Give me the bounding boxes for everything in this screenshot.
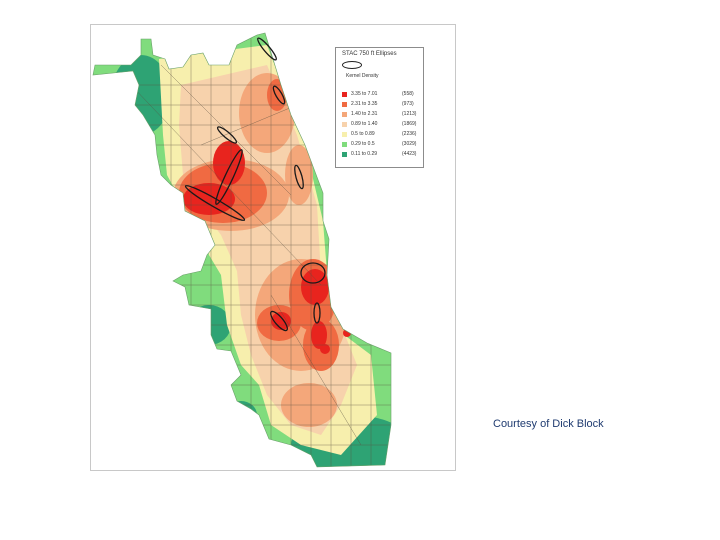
legend-row: 1.40 to 2.31 (1213): [342, 111, 422, 118]
legend-range-label: 3.35 to 7.01: [351, 91, 378, 97]
map-frame: STAC 750 ft Ellipses Kernel Density 3.35…: [90, 24, 456, 471]
ellipse-legend-swatch: [342, 61, 362, 69]
city-boundary: [92, 32, 392, 468]
legend-swatch: [342, 92, 347, 97]
legend-row: 0.5 to 0.89 (2236): [342, 131, 422, 138]
legend-count-label: (558): [402, 91, 414, 97]
density-red-south-2: [311, 321, 327, 349]
map-legend: STAC 750 ft Ellipses Kernel Density 3.35…: [335, 47, 424, 168]
stac-ellipses: [184, 37, 326, 332]
legend-swatch: [342, 132, 347, 137]
legend-range-label: 0.11 to 0.29: [351, 151, 378, 157]
legend-row: 0.11 to 0.29 (4423): [342, 151, 422, 158]
stac-ellipse-1: [257, 37, 277, 61]
density-red-south-3: [320, 344, 330, 354]
legend-swatch: [342, 152, 347, 157]
legend-count-label: (1213): [402, 111, 417, 117]
legend-swatch: [342, 122, 347, 127]
density-salmon-lakefront: [285, 145, 313, 205]
stac-ellipse-2: [272, 85, 286, 105]
stac-ellipse-3: [216, 126, 238, 144]
stac-ellipse-8: [270, 310, 288, 332]
density-red-west-1: [213, 141, 245, 185]
legend-title: STAC 750 ft Ellipses: [342, 51, 397, 57]
density-orange-north: [267, 79, 287, 111]
legend-count-label: (3029): [402, 141, 417, 147]
legend-row: 0.89 to 1.40 (1869): [342, 121, 422, 128]
stac-ellipse-4: [215, 149, 243, 205]
legend-count-label: (973): [402, 101, 414, 107]
legend-row: 2.31 to 3.35 (973): [342, 101, 422, 108]
legend-swatch: [342, 112, 347, 117]
stac-ellipse-7: [300, 262, 326, 284]
legend-density-label: Kernel Density: [346, 73, 379, 79]
credit-text: Courtesy of Dick Block: [493, 418, 604, 430]
legend-row: 0.29 to 0.5 (3029): [342, 141, 422, 148]
legend-row: 3.35 to 7.01 (558): [342, 91, 422, 98]
stac-ellipse-9: [313, 302, 321, 324]
legend-count-label: (1869): [402, 121, 417, 127]
legend-count-label: (2236): [402, 131, 417, 137]
legend-swatch: [342, 102, 347, 107]
legend-range-label: 0.29 to 0.5: [351, 141, 375, 147]
legend-range-label: 1.40 to 2.31: [351, 111, 378, 117]
stac-ellipse-6: [294, 164, 304, 190]
density-red-central: [301, 269, 329, 305]
legend-count-label: (4423): [402, 151, 417, 157]
legend-swatch: [342, 142, 347, 147]
legend-range-label: 2.31 to 3.35: [351, 101, 378, 107]
stac-ellipse-5: [184, 185, 246, 221]
legend-range-label: 0.89 to 1.40: [351, 121, 378, 127]
legend-range-label: 0.5 to 0.89: [351, 131, 375, 137]
density-red-west-2: [183, 183, 235, 215]
